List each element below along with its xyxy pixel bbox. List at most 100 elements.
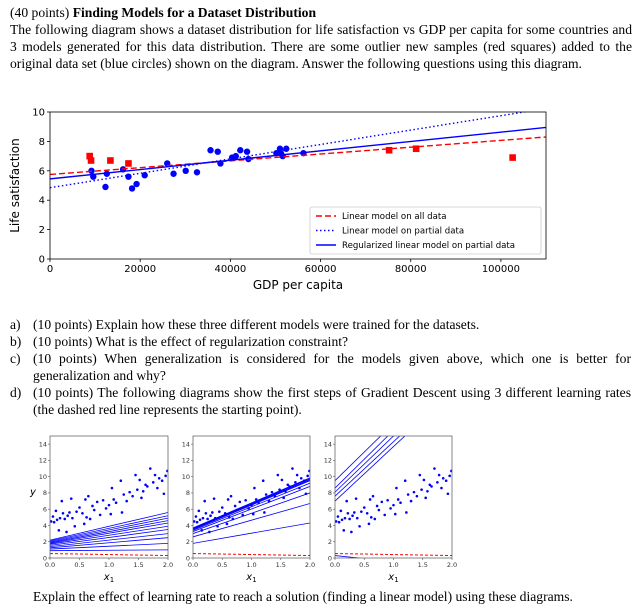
data-point <box>153 473 157 477</box>
x-tick-label: 100000 <box>482 264 520 275</box>
data-point <box>195 520 199 524</box>
x-axis-label: x1 <box>245 572 256 584</box>
gradient-step-line <box>193 522 310 544</box>
data-point-blue-circle <box>133 180 140 188</box>
legend-box <box>309 206 542 255</box>
question-header: (40 points) Finding Models for a Dataset… <box>10 4 632 21</box>
x-tick-label: 80000 <box>395 264 427 275</box>
gradient-step-line <box>193 477 310 529</box>
data-point <box>88 517 92 521</box>
data-point <box>299 476 303 480</box>
gradient-step-line <box>50 515 168 542</box>
intro-paragraph: The following diagram shows a dataset di… <box>10 22 632 71</box>
data-point <box>348 517 351 521</box>
data-point <box>371 494 375 498</box>
data-point-blue-circle <box>193 169 201 176</box>
gradient-step-line <box>50 517 168 543</box>
start-line <box>50 553 168 557</box>
data-point <box>197 509 201 513</box>
data-point <box>339 509 343 513</box>
data-point-red-square <box>385 146 393 154</box>
y-tick-label: 14 <box>324 440 332 448</box>
x-tick-label: 0.5 <box>359 561 369 569</box>
data-point <box>263 511 266 514</box>
data-point <box>65 530 68 534</box>
y-tick-label: 2 <box>186 538 190 546</box>
data-point <box>110 486 114 490</box>
data-point-blue-circle <box>102 183 109 191</box>
data-point <box>68 511 71 514</box>
data-point <box>75 510 78 513</box>
y-tick-label: 2 <box>39 225 45 236</box>
x-tick-label: 2.0 <box>163 561 173 569</box>
x-tick-label: 1.5 <box>418 561 428 569</box>
data-point <box>368 498 372 501</box>
question-letter: b) <box>10 334 22 349</box>
data-point <box>162 492 166 496</box>
data-point <box>294 481 297 484</box>
gradient-step-line <box>50 549 168 552</box>
model-lines <box>50 112 546 189</box>
data-point <box>369 516 373 519</box>
data-point <box>406 493 410 496</box>
y-tick-label: 2 <box>43 538 47 546</box>
data-point <box>367 522 371 526</box>
data-point-blue-circle <box>207 147 214 154</box>
data-point-blue-circle <box>214 148 221 155</box>
y-tick-label: 6 <box>328 506 332 514</box>
data-point <box>136 488 139 491</box>
data-point <box>405 511 408 514</box>
data-point <box>206 517 209 521</box>
data-point <box>193 520 196 523</box>
data-point <box>98 513 102 517</box>
data-point <box>343 516 347 520</box>
gradient-step-line <box>193 492 310 534</box>
gradient-step-line <box>335 436 406 502</box>
data-point <box>198 518 202 522</box>
y-axis-label: Life satisfaction <box>8 138 22 233</box>
data-point <box>92 508 96 512</box>
data-point <box>446 492 450 496</box>
data-point <box>396 498 400 501</box>
data-point <box>220 506 224 509</box>
data-point <box>306 474 309 478</box>
x-tick-label: 0 <box>47 264 53 275</box>
data-point <box>399 501 402 504</box>
data-point <box>146 485 149 488</box>
data-point <box>340 518 344 522</box>
data-point <box>254 498 258 501</box>
data-point <box>225 522 229 526</box>
question-text: (10 points) What is the effect of regula… <box>33 334 349 349</box>
data-point <box>233 504 237 508</box>
data-point-blue-circle <box>170 170 177 177</box>
gradient-step-line <box>50 525 168 545</box>
data-point <box>286 483 290 487</box>
plot-frame <box>49 435 169 559</box>
data-point <box>104 507 108 510</box>
y-tick-label: 8 <box>328 489 332 497</box>
data-point <box>291 467 294 470</box>
data-point-red-square <box>125 160 132 167</box>
y-tick-label: 0 <box>328 554 332 562</box>
data-point <box>441 476 445 480</box>
x-tick-label: 1.0 <box>388 561 398 569</box>
data-point <box>365 511 369 515</box>
x-tick-label: 1.0 <box>246 561 256 569</box>
x-tick-label: 2.0 <box>447 561 457 569</box>
data-point <box>120 511 124 514</box>
data-point <box>415 494 419 498</box>
gdp-life-satisfaction-chart: 0 20000 40000 60000 80000 100000 0 2 4 6 8 10 GDP pe… <box>8 108 547 292</box>
x-tick-label: 0.0 <box>330 561 340 569</box>
gradient-step-line <box>335 436 395 493</box>
question-text: (10 points) Explain how these three diff… <box>33 317 480 332</box>
data-point <box>52 520 56 524</box>
gradient-step-line <box>193 482 310 531</box>
model-line-1 <box>50 136 546 176</box>
data-point-blue-circle <box>141 172 148 179</box>
data-point <box>140 496 143 500</box>
x-axis-label: GDP per capita <box>253 278 343 292</box>
question-text: (10 points) When generalization is consi… <box>33 351 631 383</box>
data-point <box>377 508 381 512</box>
y-tick-label: 0 <box>39 255 45 266</box>
data-point <box>450 469 452 473</box>
